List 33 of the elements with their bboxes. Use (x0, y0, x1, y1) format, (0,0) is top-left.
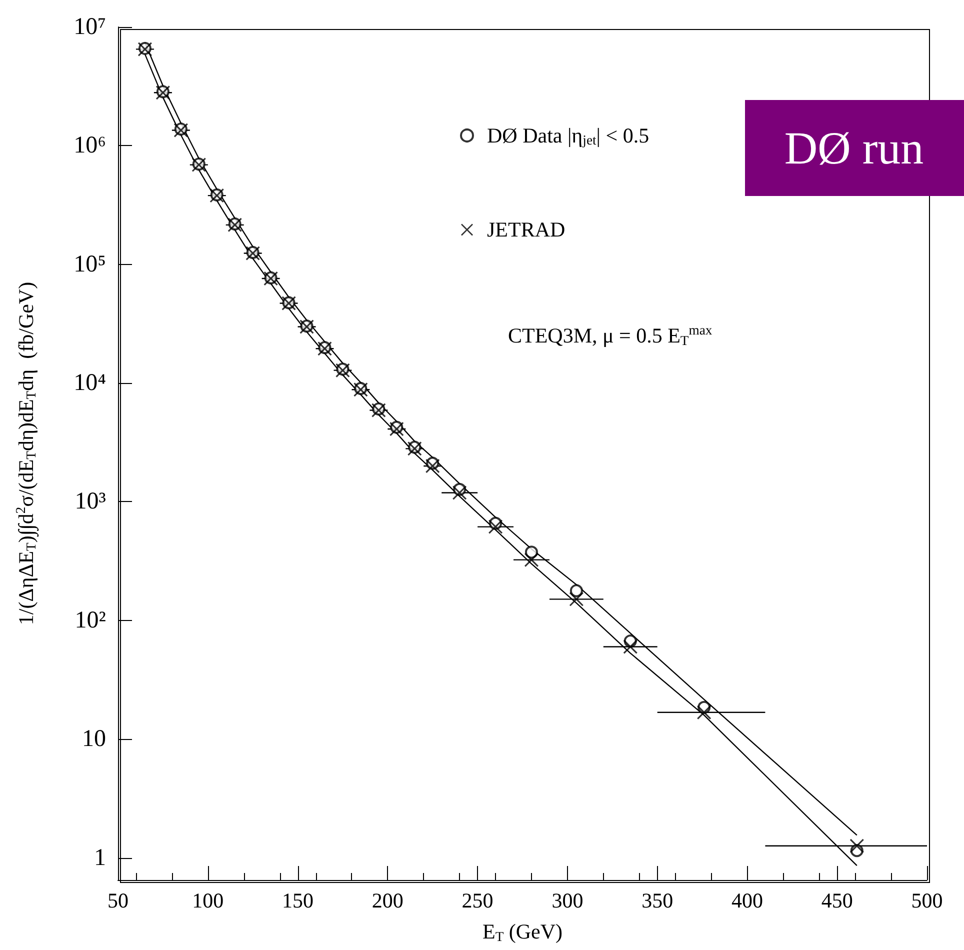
x-tick-label: 200 (372, 888, 404, 912)
y-tick-label: 1 (94, 844, 106, 871)
x-tick-label: 350 (642, 888, 674, 912)
point (697, 705, 712, 720)
x-tick-label: 250 (462, 888, 494, 912)
point (623, 640, 638, 654)
point (570, 584, 583, 598)
point (390, 422, 404, 436)
x-tick-label: 300 (552, 888, 584, 912)
legend-label: JETRAD (487, 218, 566, 242)
x-tick-label: 100 (192, 888, 224, 912)
text: 1/(ΔηΔET)∫∫d2σ/(dETdη)dETdη (fb/GeV) (13, 282, 38, 626)
point (524, 552, 538, 567)
legend-label: DØ Data |ηjet| < 0.5 (487, 124, 650, 148)
point (488, 520, 503, 534)
y-tick-label: 10³ (74, 488, 106, 515)
x-tick-label: 400 (731, 888, 763, 912)
x-axis-title: ET (GeV) (482, 920, 563, 944)
point (426, 459, 440, 474)
y-tick-label: 10⁵ (74, 251, 106, 278)
y-tick-label: 10 (82, 726, 106, 752)
y-tick-label: 10⁶ (74, 132, 106, 159)
point (850, 838, 864, 853)
annotation: DØ run (784, 122, 924, 174)
x-tick-label: 450 (821, 888, 853, 912)
x-tick-label: 50 (108, 888, 128, 912)
x-tick-label: 500 (911, 888, 943, 912)
y-tick-label: 10⁴ (74, 370, 106, 396)
point (452, 486, 467, 500)
y-tick-label: 10⁷ (74, 14, 106, 40)
point (569, 592, 584, 606)
x-tick-label: 150 (282, 888, 314, 912)
y-tick-label: 10² (74, 607, 106, 634)
